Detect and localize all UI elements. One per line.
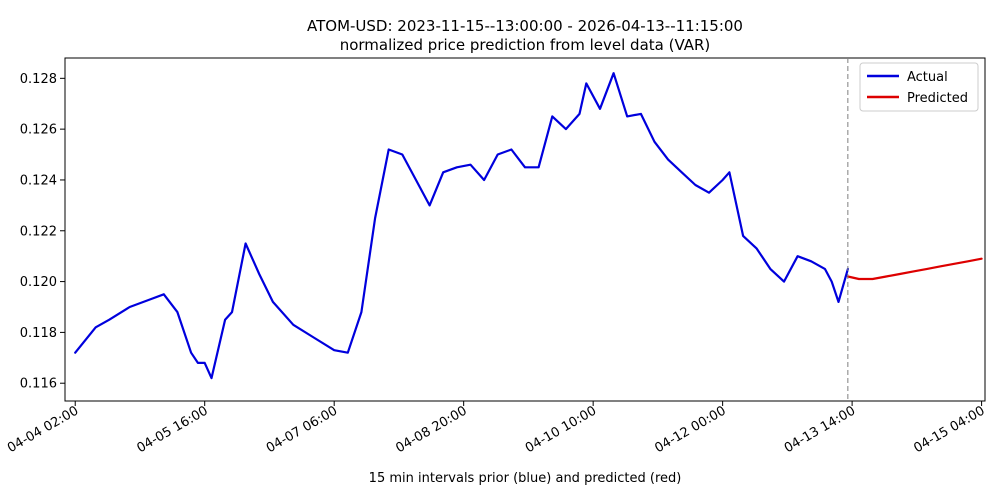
x-tick-label: 04-13 14:00 bbox=[782, 403, 858, 456]
series-line-actual bbox=[74, 72, 850, 380]
x-tick-label: 04-04 02:00 bbox=[5, 403, 81, 456]
x-tick-label: 04-10 10:00 bbox=[523, 403, 599, 456]
legend-label-predicted: Predicted bbox=[907, 91, 968, 106]
x-tick-label: 04-05 16:00 bbox=[134, 403, 210, 456]
y-tick-label: 0.116 bbox=[20, 377, 57, 392]
plot-area bbox=[64, 57, 986, 402]
x-axis-label: 15 min intervals prior (blue) and predic… bbox=[369, 471, 682, 486]
chart-subtitle: normalized price prediction from level d… bbox=[340, 36, 711, 54]
x-tick-label: 04-08 20:00 bbox=[393, 403, 469, 456]
x-tick-label: 04-15 04:00 bbox=[911, 403, 987, 456]
y-tick-label: 0.120 bbox=[20, 275, 57, 290]
legend-label-actual: Actual bbox=[907, 70, 948, 85]
y-tick-label: 0.124 bbox=[20, 173, 57, 188]
y-axis: 0.116 0.118 0.120 0.122 0.124 0.126 0.128 bbox=[20, 72, 65, 392]
y-tick-label: 0.128 bbox=[20, 72, 57, 87]
x-axis: 04-04 02:00 04-05 16:00 04-07 06:00 04-08 2… bbox=[5, 401, 988, 456]
y-tick-label: 0.126 bbox=[20, 123, 57, 138]
legend: Actual Predicted bbox=[859, 62, 979, 112]
y-tick-label: 0.122 bbox=[20, 224, 57, 239]
chart-title: ATOM-USD: 2023-11-15--13:00:00 - 2026-04… bbox=[307, 17, 743, 35]
y-tick-label: 0.118 bbox=[20, 326, 57, 341]
series-line-predicted bbox=[846, 257, 983, 281]
x-tick-label: 04-07 06:00 bbox=[264, 403, 340, 456]
x-tick-label: 04-12 00:00 bbox=[652, 403, 728, 456]
series-layer bbox=[74, 72, 983, 380]
